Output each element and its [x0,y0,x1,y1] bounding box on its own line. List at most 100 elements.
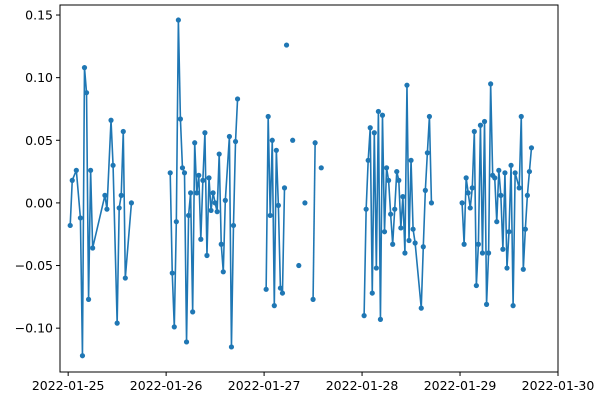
data-point [512,170,518,176]
data-point [181,170,188,176]
data-point [167,170,173,176]
series-line [265,115,286,307]
data-point [281,185,288,191]
data-point [188,190,194,196]
data-point [496,167,502,173]
data-point [263,286,269,292]
data-point [212,200,218,206]
data-point [428,200,435,206]
data-point [104,206,110,212]
data-point [363,206,369,212]
y-tick-label: 0.10 [25,70,53,85]
data-point [318,165,324,171]
data-point [108,117,114,123]
data-point [198,236,204,242]
y-tick-label: −0.10 [15,321,53,336]
x-axis-ticks: 2022-01-25 2022-01-26 2022-01-27 2022-01-28… [32,372,594,393]
data-point [128,200,135,206]
data-point [377,316,384,322]
y-axis-ticks: −0.10 −0.05 0.00 0.05 0.10 0.15 [15,8,60,336]
data-point [273,147,279,153]
data-point [486,250,492,256]
data-point [102,192,108,198]
x-tick-label: 2022-01-25 [32,378,105,393]
data-point [396,177,402,183]
data-point [118,192,124,198]
data-point [208,207,214,214]
data-point [502,170,508,176]
data-point [375,108,381,115]
data-point [426,113,433,120]
data-point [412,240,418,246]
series-line [363,84,433,321]
data-point [467,205,473,211]
data-point [404,82,410,88]
data-point [283,42,290,48]
data-point [218,241,224,247]
data-point [271,303,277,309]
data-point [90,245,96,251]
series-line [461,83,533,307]
data-point [373,265,379,271]
data-point [179,165,186,171]
data-point [81,65,88,71]
data-point [477,122,484,128]
data-point [206,175,212,181]
data-point [394,168,400,175]
data-point [67,222,73,229]
data-point [196,172,202,178]
data-point [226,133,233,140]
data-point [422,187,428,193]
data-point [88,167,94,173]
data-point [381,229,388,235]
data-point [400,194,406,200]
data-point [267,212,273,219]
data-point [494,219,500,225]
data-point [116,205,122,211]
data-point [265,113,271,120]
data-point [424,150,430,156]
data-point [481,118,488,125]
data-point [290,137,296,143]
data-point [361,313,367,319]
data-point [488,81,494,87]
data-point [473,282,479,289]
y-tick-label: −0.05 [15,258,53,273]
data-point [471,128,477,135]
data-point [202,130,208,136]
data-point [392,206,398,212]
data-point [77,215,84,221]
data-point [518,113,524,120]
y-tick-label: 0.05 [25,133,53,148]
data-point [504,265,510,271]
data-point [508,162,514,168]
data-point [171,324,177,330]
data-point [194,190,200,196]
series-layer [67,17,535,359]
data-point [204,252,210,259]
data-point [83,90,90,96]
x-tick-label: 2022-01-28 [326,378,399,393]
data-point [232,138,239,145]
data-point [398,225,404,231]
data-point [234,96,241,102]
data-point [410,226,416,232]
data-point [520,266,526,272]
data-point [85,296,92,302]
data-point [222,197,228,203]
data-point [516,185,522,191]
data-point [383,165,390,171]
data-point [190,309,196,315]
data-point [390,241,396,247]
data-point [169,270,175,276]
data-point [228,344,235,350]
data-point [506,229,512,235]
data-point [420,244,426,250]
data-point [369,290,375,296]
data-point [175,17,181,23]
data-point [388,211,394,217]
x-tick-label: 2022-01-26 [130,378,203,393]
data-point [214,209,220,215]
data-point [200,177,206,183]
data-point [216,151,222,157]
